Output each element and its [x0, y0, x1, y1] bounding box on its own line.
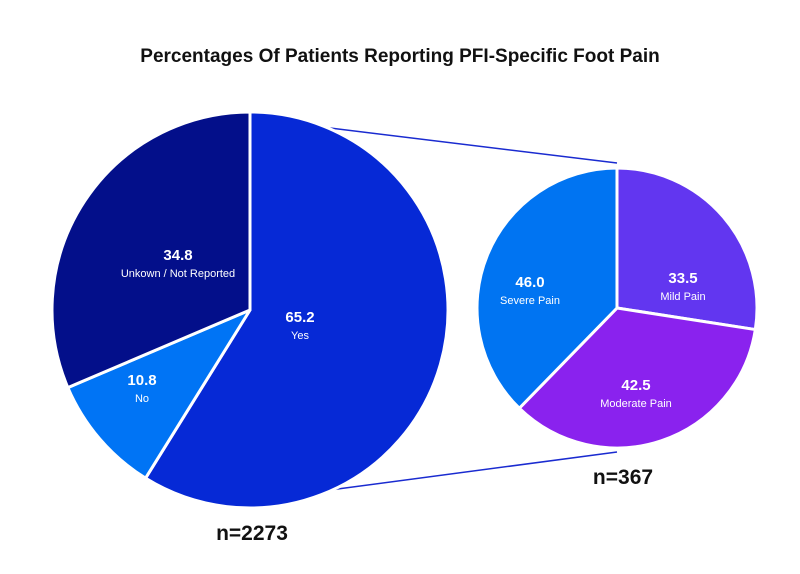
value-label-mild-pain: 33.5	[668, 270, 697, 287]
slice-severe-pain	[475, 166, 619, 410]
slice-moderate-pain	[517, 306, 757, 450]
connector-lines	[329, 127, 618, 491]
main-pie: 65.2 Yes 10.8 No 34.8 Unkown / Not Reported	[50, 110, 450, 510]
connector-line-top	[329, 127, 618, 164]
value-label-yes: 65.2	[285, 309, 314, 326]
slice-yes	[144, 110, 450, 510]
slice-unkown-not-reported	[50, 110, 252, 390]
category-label-yes: Yes	[291, 330, 309, 342]
slice-no	[66, 308, 252, 480]
category-label-severe-pain: Severe Pain	[500, 295, 560, 307]
breakdown-pie: 33.5 Mild Pain 42.5 Moderate Pain 46.0 Severe…	[475, 166, 759, 450]
value-label-severe-pain: 46.0	[515, 274, 544, 291]
category-label-no: No	[135, 393, 149, 405]
connector-line-bottom	[329, 451, 618, 491]
category-label-mild-pain: Mild Pain	[660, 291, 705, 303]
value-label-no: 10.8	[127, 372, 156, 389]
value-label-moderate-pain: 42.5	[621, 377, 650, 394]
category-label-unkown-not-reported: Unkown / Not Reported	[121, 268, 235, 280]
main-pie-sample-size: n=2273	[216, 522, 288, 545]
category-label-moderate-pain: Moderate Pain	[600, 398, 672, 410]
breakdown-pie-sample-size: n=367	[593, 466, 653, 489]
value-label-unkown-not-reported: 34.8	[163, 247, 192, 264]
slice-mild-pain	[615, 166, 759, 332]
chart-title: Percentages Of Patients Reporting PFI-Sp…	[140, 46, 659, 67]
